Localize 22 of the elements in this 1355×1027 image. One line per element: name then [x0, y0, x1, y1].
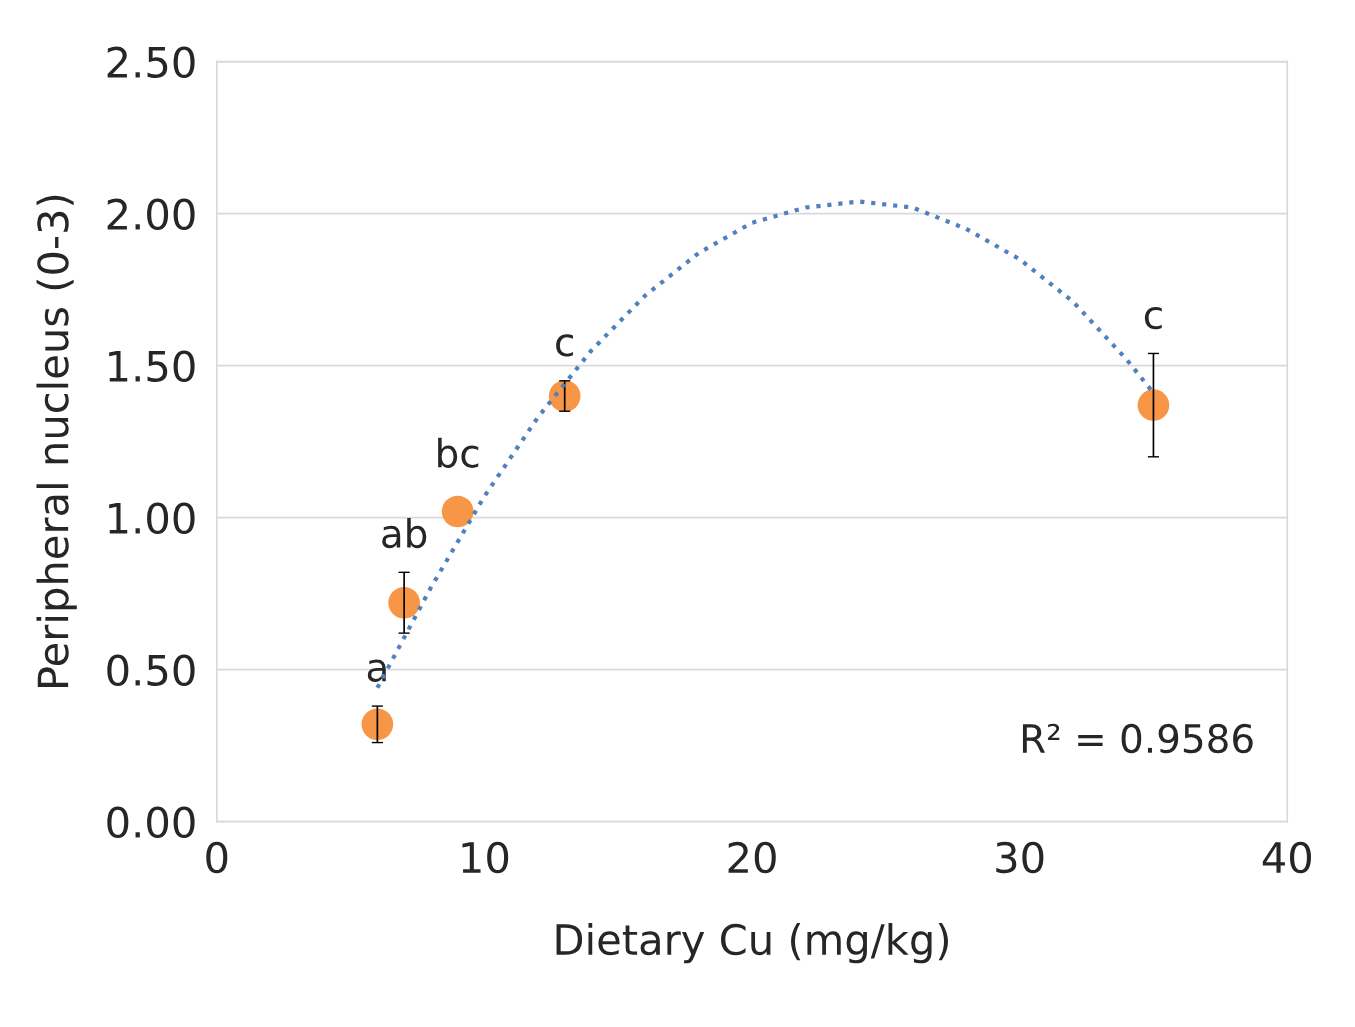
x-tick-label: 0 [206, 841, 228, 874]
annotation: c [556, 334, 573, 357]
annotation: a [367, 659, 386, 682]
x-tick-label: 40 [1262, 841, 1311, 874]
y-axis-title: Peripheral nucleus (0-3) [36, 195, 77, 687]
annotation: bc [438, 437, 479, 468]
point [361, 708, 394, 741]
x-tick-label: 30 [996, 841, 1044, 874]
x-tick-label: 10 [462, 841, 509, 874]
y-tick-label: 2.00 [107, 198, 195, 231]
y-tick-label: 1.00 [109, 502, 195, 535]
annotation: R² = 0.9586 [1022, 723, 1253, 754]
annotation: ab [382, 518, 427, 549]
x-tick-label: 20 [728, 841, 776, 874]
x-axis-title: Dietary Cu (mg/kg) [556, 923, 948, 964]
point [441, 495, 474, 528]
y-tick-label: 1.50 [109, 350, 195, 383]
annotation: c [1144, 306, 1162, 330]
y-tick-label: 0.50 [107, 654, 195, 687]
point [1137, 389, 1170, 421]
y-tick-label: 2.50 [107, 46, 195, 79]
y-tick-label: 0.00 [107, 806, 195, 839]
